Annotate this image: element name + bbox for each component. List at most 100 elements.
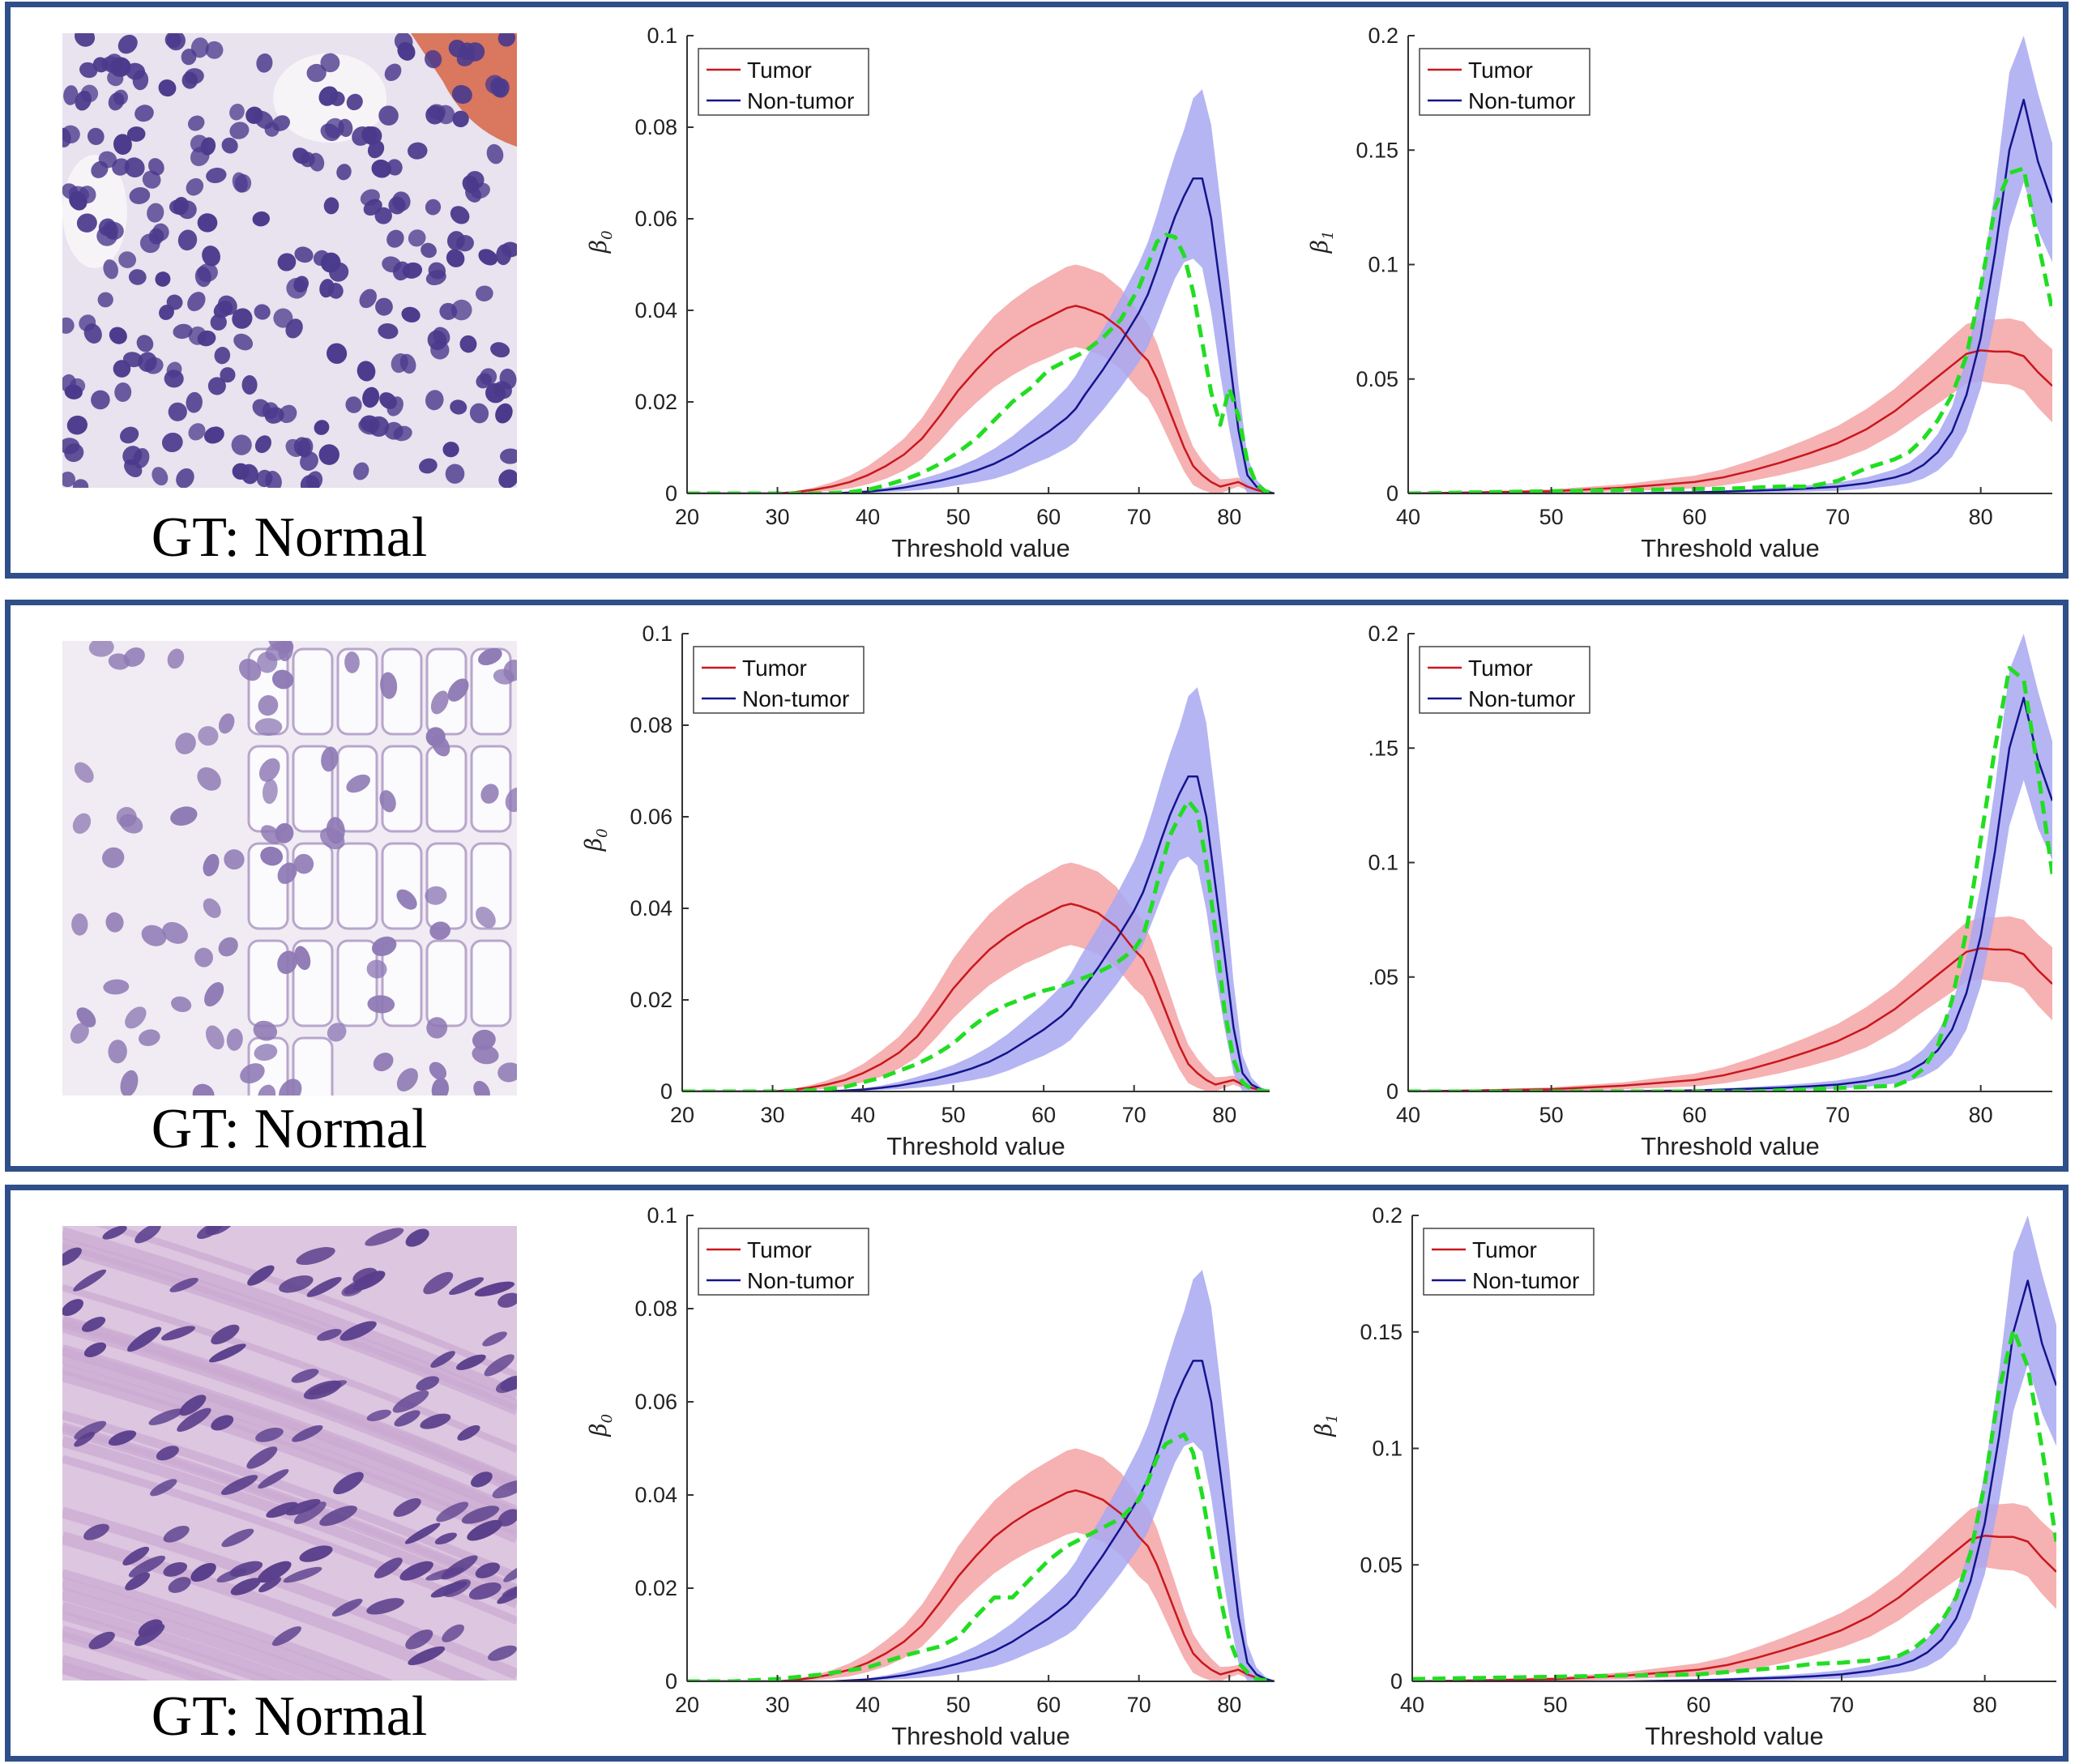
cell-nucleus	[428, 262, 446, 280]
cell-nucleus	[492, 1480, 517, 1499]
x-tick-label: 50	[1539, 1103, 1564, 1127]
cell-nucleus	[117, 34, 138, 54]
cell-nucleus	[361, 126, 378, 143]
x-tick-label: 80	[1217, 505, 1241, 529]
y-tick-label: 0.1	[647, 1203, 677, 1228]
stroma-fiber	[62, 1611, 281, 1681]
tissue-image-1	[62, 33, 517, 488]
sample-dashed-line	[1412, 1327, 2056, 1681]
cell-nucleus	[98, 151, 117, 169]
y-tick-label: 0	[1386, 1079, 1398, 1104]
cell-nucleus	[419, 458, 438, 474]
x-tick-label: 70	[1127, 505, 1151, 529]
cell-nucleus	[266, 1501, 298, 1518]
y-axis-label-subscript: 0	[599, 1414, 616, 1423]
y-tick-label: 0.1	[1372, 1437, 1403, 1461]
y-axis-label-subscript: 1	[1320, 230, 1337, 239]
cell-nucleus	[188, 423, 206, 441]
ground-truth-label-1: GT: Normal	[151, 506, 428, 569]
cell-nucleus	[256, 469, 273, 488]
cell-nucleus	[396, 1068, 418, 1091]
cell-nucleus	[164, 369, 184, 388]
cell-nucleus	[472, 1029, 496, 1050]
cell-nucleus	[480, 368, 497, 386]
cell-nucleus	[83, 1342, 107, 1357]
cell-nucleus	[378, 323, 399, 340]
cell-nucleus	[102, 1226, 127, 1240]
cell-nucleus	[136, 335, 154, 352]
cell-nucleus	[108, 653, 130, 670]
cell-nucleus	[470, 1471, 493, 1488]
cell-nucleus	[176, 468, 194, 488]
cell-nucleus	[103, 979, 130, 995]
cell-nucleus	[108, 1430, 137, 1446]
tumor-mean-line	[1408, 947, 2052, 1091]
cell-nucleus	[392, 191, 411, 211]
cell-nucleus	[221, 137, 238, 154]
cell-nucleus	[475, 1562, 501, 1578]
cell-nucleus	[181, 49, 197, 66]
x-tick-label: 30	[766, 1693, 790, 1717]
cell-nucleus	[456, 49, 475, 66]
cell-nucleus	[421, 242, 437, 258]
cell-nucleus	[128, 269, 147, 285]
cell-nucleus	[279, 1078, 302, 1096]
cell-nucleus	[478, 647, 502, 665]
y-tick-label: 0.05	[1356, 367, 1398, 391]
cell-nucleus	[433, 327, 450, 346]
cell-nucleus	[71, 913, 88, 936]
cell-nucleus	[241, 375, 258, 395]
cell-nucleus	[188, 326, 207, 345]
cell-nucleus	[317, 1329, 342, 1341]
cell-nucleus	[285, 1498, 321, 1516]
y-tick-label: 0.15	[1356, 138, 1398, 162]
cell-nucleus	[362, 387, 380, 408]
legend-tumor-label: Tumor	[1472, 1237, 1537, 1262]
cell-nucleus	[198, 726, 219, 746]
x-tick-label: 40	[856, 1693, 880, 1717]
cell-nucleus	[326, 817, 345, 844]
cell-nucleus	[134, 1226, 161, 1244]
cell-nucleus	[339, 1321, 377, 1341]
cell-nucleus	[313, 250, 330, 267]
cell-nucleus	[488, 1645, 517, 1661]
cell-nucleus	[374, 1557, 403, 1578]
y-tick-label: .15	[1368, 736, 1398, 760]
cell-nucleus	[338, 118, 353, 137]
cell-nucleus	[498, 469, 517, 488]
cell-nucleus	[467, 1519, 503, 1541]
cell-nucleus	[220, 1475, 258, 1495]
cell-nucleus	[425, 199, 442, 216]
cell-nucleus	[252, 211, 270, 227]
cell-nucleus	[69, 190, 88, 211]
tissue-texture	[62, 1226, 517, 1681]
cell-nucleus	[452, 110, 469, 128]
chart-svg: 40 50 60 70 80 0 .05 0.1 .15 0.2 Threshold value Tu…	[1368, 621, 2052, 1160]
cell-nucleus	[132, 70, 149, 91]
y-axis-label: β0	[580, 828, 611, 852]
cell-nucleus	[357, 361, 376, 382]
cell-nucleus	[373, 1053, 394, 1072]
cell-nucleus	[254, 718, 283, 737]
cell-nucleus	[120, 1070, 139, 1096]
cell-nucleus	[91, 390, 110, 410]
cell-nucleus	[204, 982, 224, 1007]
chart-svg: 40 50 60 70 80 0 0.05 0.1 0.15 0.2 Threshold value…	[1310, 1203, 2056, 1750]
cell-nucleus	[211, 1324, 240, 1345]
cell-nucleus	[321, 746, 339, 772]
cell-nucleus	[408, 229, 426, 247]
cell-nucleus	[365, 1228, 404, 1246]
cell-nucleus	[122, 1546, 150, 1565]
cell-nucleus	[173, 323, 193, 340]
result-panel-1: GT: Normal 20 30 40 50 60 70 80 0 0.02 0.04 0.06 0.…	[5, 2, 2069, 579]
x-tick-label: 50	[946, 505, 971, 529]
gland-cell	[470, 939, 512, 1027]
gland-cell	[247, 939, 289, 1027]
cell-nucleus	[283, 1566, 322, 1583]
cell-nucleus	[197, 263, 218, 283]
cell-nucleus	[150, 1479, 177, 1497]
gland-cell	[247, 842, 289, 930]
cell-nucleus	[226, 1028, 243, 1051]
y-tick-label: 0.1	[642, 621, 672, 646]
y-tick-label: 0.02	[630, 988, 672, 1012]
